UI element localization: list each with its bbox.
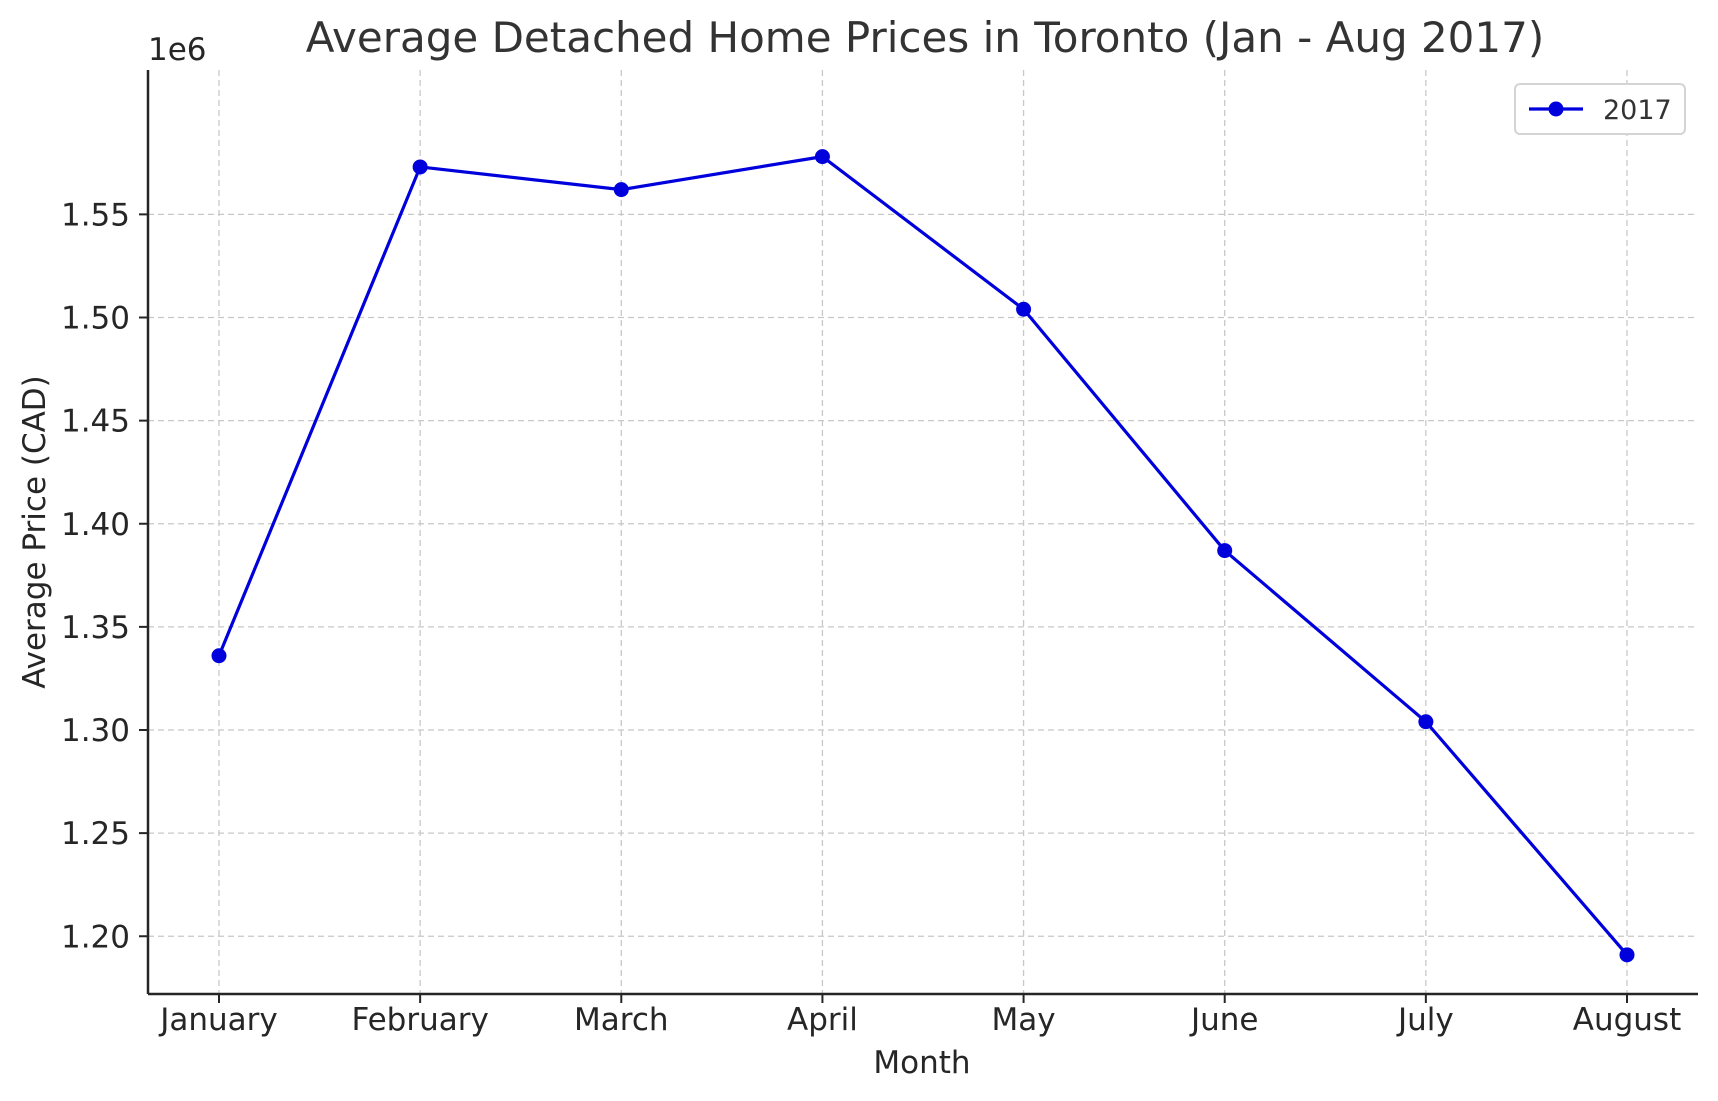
y-axis-offset-label: 1e6	[148, 32, 207, 68]
y-axis-label: Average Price (CAD)	[17, 375, 53, 689]
y-tick-label: 1.35	[61, 610, 130, 646]
legend-label: 2017	[1603, 95, 1672, 126]
x-tick-label: May	[992, 1002, 1056, 1038]
y-tick-label: 1.40	[61, 507, 130, 543]
x-tick-label: February	[351, 1002, 488, 1038]
legend-frame	[1514, 83, 1686, 135]
x-tick-label: June	[1189, 1002, 1259, 1038]
data-point	[1619, 947, 1635, 963]
x-tick-label: March	[574, 1002, 669, 1038]
series-line	[217, 155, 1629, 956]
data-point	[613, 182, 629, 198]
legend: 2017	[1514, 83, 1686, 135]
y-tick-label: 1.25	[61, 816, 130, 852]
chart-title: Average Detached Home Prices in Toronto …	[306, 13, 1545, 62]
y-tick-label: 1.55	[61, 197, 130, 233]
data-point	[211, 648, 227, 664]
data-point	[814, 149, 830, 165]
grid	[148, 70, 1698, 994]
data-point	[1418, 714, 1434, 730]
data-point	[1016, 301, 1032, 317]
x-tick-label: August	[1573, 1002, 1682, 1038]
x-axis-label: Month	[873, 1045, 970, 1081]
y-tick-label: 1.20	[61, 919, 130, 955]
data-point	[412, 159, 428, 175]
legend-marker	[1548, 101, 1564, 117]
x-tick-label: January	[158, 1002, 278, 1038]
y-tick-label: 1.50	[61, 301, 130, 337]
y-tick-label: 1.45	[61, 404, 130, 440]
series-layer	[211, 149, 1635, 963]
x-tick-label: July	[1396, 1002, 1454, 1038]
data-point	[1217, 543, 1233, 559]
x-tick-label: April	[787, 1002, 858, 1038]
y-tick-label: 1.30	[61, 713, 130, 749]
axes: January February March April May June July Augu…	[61, 70, 1698, 1038]
